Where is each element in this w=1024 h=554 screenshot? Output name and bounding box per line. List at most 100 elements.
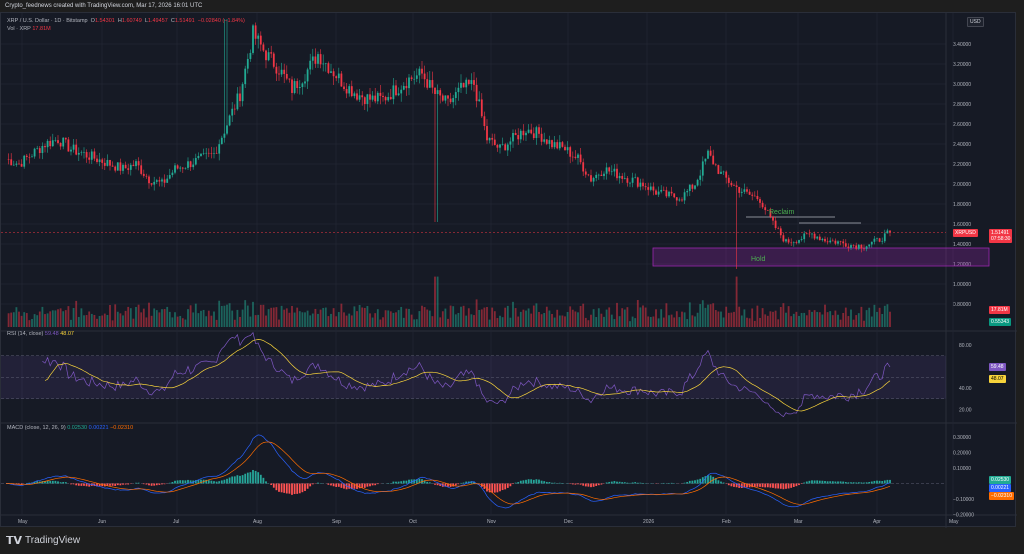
macd-histogram-bar (254, 470, 257, 484)
candle-body (761, 202, 764, 208)
chart-canvas[interactable]: 3.40000 3.20000 3.00000 2.80000 2.60000 2.400… (1, 13, 1017, 528)
candle-body (319, 54, 322, 65)
candle-body (397, 93, 400, 96)
symbol-price-tag: XRPUSD (953, 229, 978, 237)
macd-histogram-bar (751, 483, 754, 488)
price-tick: 3.40000 (953, 42, 971, 48)
candle-body (649, 186, 652, 190)
macd-histogram-bar (119, 483, 122, 486)
symbol-title[interactable]: XRP / U.S. Dollar · 1D · Bitstamp (7, 18, 88, 24)
candle-body (522, 130, 525, 136)
candle-body (738, 186, 741, 193)
macd-histogram-bar (829, 481, 832, 484)
macd-histogram-bar (717, 480, 720, 484)
macd-histogram-bar (54, 480, 57, 484)
volume-bar (561, 315, 564, 327)
currency-button[interactable]: USD (967, 17, 984, 27)
macd-histogram-bar (452, 483, 455, 487)
candle-body (51, 140, 54, 147)
volume-bar (525, 310, 527, 327)
macd-histogram-bar (252, 469, 254, 484)
candle-body (675, 197, 678, 201)
candle-body (389, 97, 392, 100)
candle-body (327, 63, 330, 73)
high-label: H (117, 18, 122, 24)
candle-body (361, 95, 364, 98)
volume-bar (348, 313, 351, 327)
volume-bar (213, 311, 215, 327)
candle-body (569, 147, 572, 157)
macd-histogram-bar (283, 483, 286, 493)
volume-bar (15, 307, 18, 327)
volume-bar (408, 308, 410, 327)
macd-label[interactable]: MACD (close, 12, 26, 9) (7, 425, 66, 431)
candle-body (785, 239, 787, 242)
candle-body (423, 73, 426, 80)
candle-body (592, 178, 595, 182)
candle-body (296, 81, 299, 88)
candle-body (324, 63, 327, 64)
candle-body (787, 239, 790, 243)
macd-histogram-bar (36, 481, 39, 484)
macd-histogram-bar (514, 482, 517, 484)
volume-bar (608, 307, 611, 327)
candle-body (883, 233, 886, 242)
chart-panel[interactable]: 3.40000 3.20000 3.00000 2.80000 2.60000 2.400… (0, 12, 1017, 528)
candle-body (335, 76, 338, 79)
candle-body (252, 25, 254, 53)
volume-bar (717, 311, 720, 327)
macd-histogram-bar (18, 483, 20, 485)
volume-bar (356, 311, 358, 327)
volume-bar (493, 311, 496, 327)
volume-bar (857, 313, 860, 327)
volume-bar (665, 303, 668, 327)
tradingview-logo[interactable]: 𝗧𝗩 TradingView (0, 527, 1024, 554)
volume-bar (296, 307, 299, 327)
macd-histogram-bar (457, 483, 460, 485)
candle-body (436, 90, 439, 95)
volume-bar (311, 313, 314, 327)
volume-bar (735, 276, 738, 327)
macd-histogram-bar (488, 483, 491, 493)
macd-histogram-bar (720, 481, 722, 484)
volume-bar (868, 307, 871, 327)
macd-histogram-bar (213, 481, 215, 484)
candle-body (860, 244, 863, 249)
macd-histogram-bar (288, 483, 291, 494)
volume-bar (439, 317, 442, 327)
rsi-ma-value: 48.07 (60, 331, 74, 337)
candle-body (343, 86, 345, 90)
volume-bar (569, 306, 572, 327)
volume-bar (168, 311, 171, 327)
macd-histogram-bar (634, 482, 637, 484)
candle-body (153, 181, 156, 185)
macd-histogram-bar (80, 483, 83, 486)
candle-body (855, 245, 858, 249)
candle-body (41, 146, 44, 153)
volume-bar (499, 315, 501, 327)
macd-histogram-bar (795, 483, 798, 487)
volume-bar (226, 304, 228, 327)
candle-body (644, 186, 647, 188)
price-tick: 1.40000 (953, 242, 971, 248)
macd-histogram-bar (301, 483, 304, 493)
macd-histogram-bar (415, 479, 418, 484)
macd-histogram-bar (155, 483, 158, 486)
volume-bar (553, 317, 556, 327)
price-tick: 0.80000 (953, 302, 971, 308)
macd-histogram-bar (496, 483, 499, 493)
macd-histogram-bar (545, 481, 548, 484)
volume-bar (668, 315, 670, 327)
candle-body (239, 93, 241, 102)
candle-body (831, 240, 834, 242)
candle-body (236, 93, 239, 110)
rsi-label[interactable]: RSI (14, close) (7, 331, 44, 337)
macd-histogram-bar (244, 473, 247, 484)
candle-body (701, 161, 704, 176)
tradingview-wordmark: TradingView (25, 535, 81, 546)
rsi-tick: 40.00 (959, 386, 972, 392)
candle-body (480, 99, 483, 117)
candle-body (673, 193, 676, 198)
volume-label[interactable]: Vol · XRP (7, 26, 31, 32)
macd-histogram-bar (834, 481, 837, 484)
